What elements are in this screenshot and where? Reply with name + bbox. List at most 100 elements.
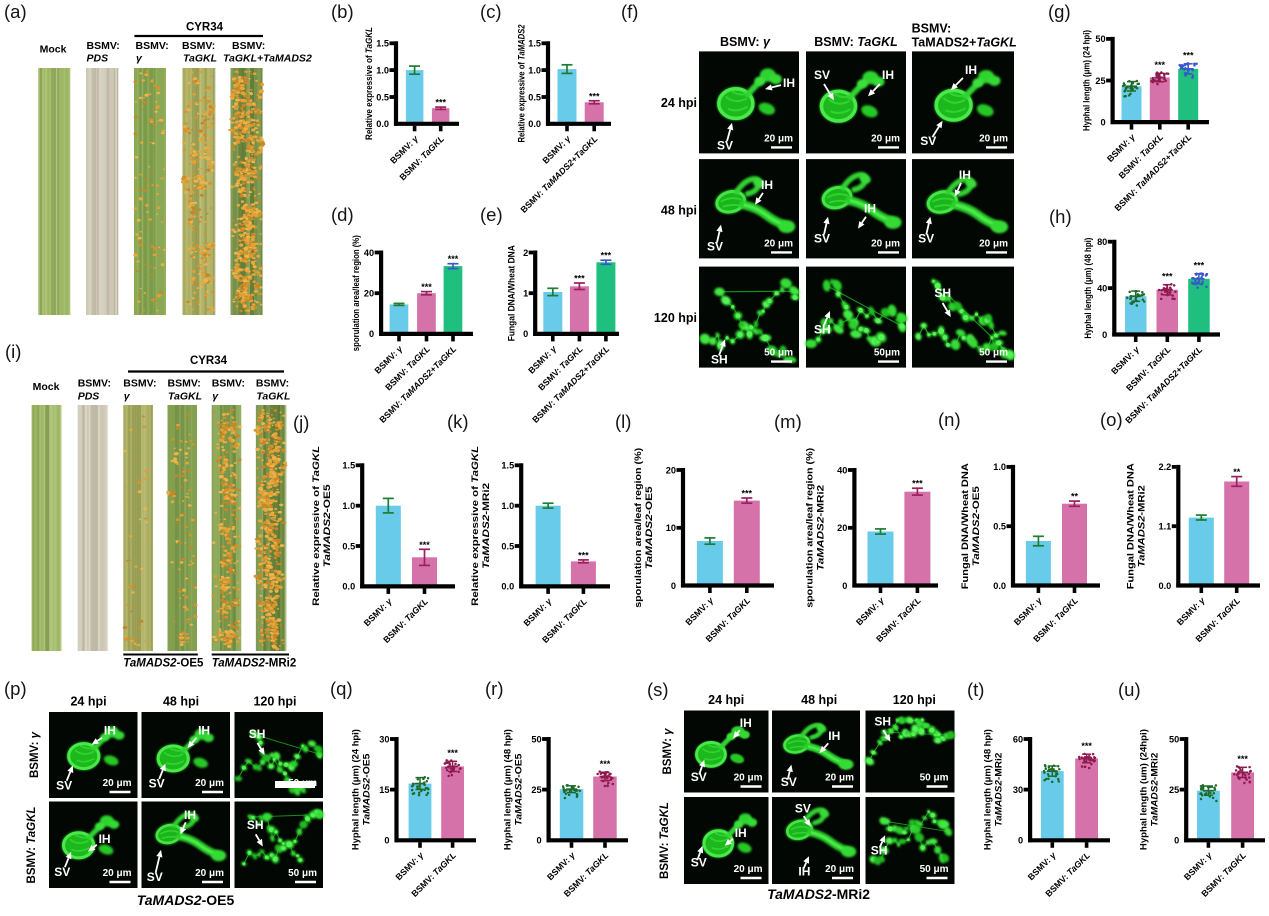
svg-text:(l): (l) bbox=[615, 411, 631, 432]
svg-text:120 hpi: 120 hpi bbox=[893, 693, 936, 707]
svg-text:***: *** bbox=[421, 282, 432, 292]
svg-text:40: 40 bbox=[1097, 283, 1107, 293]
svg-text:50 μm: 50 μm bbox=[288, 778, 317, 789]
svg-text:***: *** bbox=[1237, 754, 1248, 764]
svg-text:0.0: 0.0 bbox=[993, 581, 1006, 591]
svg-text:30: 30 bbox=[1013, 785, 1023, 795]
svg-text:SV: SV bbox=[691, 770, 707, 784]
svg-text:(s): (s) bbox=[647, 679, 669, 700]
svg-text:IH: IH bbox=[184, 808, 196, 822]
svg-text:20 μm: 20 μm bbox=[103, 868, 132, 879]
svg-text:0: 0 bbox=[1018, 836, 1023, 846]
svg-text:(u): (u) bbox=[1118, 679, 1141, 700]
svg-text:0: 0 bbox=[1100, 117, 1105, 127]
svg-text:(g): (g) bbox=[1048, 1, 1071, 22]
svg-text:Hyphal length (um) (24hpi): Hyphal length (um) (24hpi) bbox=[1138, 729, 1149, 850]
svg-text:IH: IH bbox=[99, 832, 111, 846]
svg-text:24 hpi: 24 hpi bbox=[70, 695, 106, 709]
svg-text:0.0: 0.0 bbox=[1159, 581, 1172, 591]
svg-text:sporulation area/leaf region (: sporulation area/leaf region (%) bbox=[632, 448, 643, 608]
svg-text:***: *** bbox=[912, 479, 923, 489]
svg-text:***: *** bbox=[1081, 741, 1092, 751]
svg-text:TaMADS2-OE5: TaMADS2-OE5 bbox=[123, 658, 204, 670]
svg-text:Relative expressive of TaMADS2: Relative expressive of TaMADS2 bbox=[516, 24, 527, 143]
svg-text:1.5: 1.5 bbox=[342, 461, 355, 471]
svg-text:SV: SV bbox=[691, 856, 707, 870]
svg-text:1.0: 1.0 bbox=[376, 65, 389, 75]
svg-text:20 μm: 20 μm bbox=[195, 778, 224, 789]
svg-text:2.2: 2.2 bbox=[1159, 462, 1172, 472]
svg-text:50: 50 bbox=[531, 734, 541, 744]
svg-text:γ: γ bbox=[212, 391, 219, 403]
svg-text:Hyphal length (μm) (24 hpi): Hyphal length (μm) (24 hpi) bbox=[1081, 30, 1092, 131]
svg-text:Hyphal length (μm) (48 hpi): Hyphal length (μm) (48 hpi) bbox=[502, 729, 513, 850]
svg-text:(t): (t) bbox=[967, 679, 984, 700]
svg-text:20: 20 bbox=[364, 289, 374, 299]
svg-text:IH: IH bbox=[828, 729, 840, 743]
svg-text:sporulation area/leaf region (: sporulation area/leaf region (%) bbox=[803, 448, 814, 608]
svg-text:Mock: Mock bbox=[40, 44, 67, 56]
svg-text:SH: SH bbox=[711, 353, 728, 367]
svg-text:(n): (n) bbox=[938, 409, 961, 430]
svg-text:50: 50 bbox=[1095, 34, 1105, 44]
svg-text:SH: SH bbox=[247, 818, 264, 832]
svg-text:***: *** bbox=[1162, 271, 1173, 281]
svg-text:Fungal DNA/Wheat DNA: Fungal DNA/Wheat DNA bbox=[959, 463, 970, 589]
svg-text:CYR34: CYR34 bbox=[186, 22, 224, 34]
svg-text:IH: IH bbox=[735, 826, 747, 840]
svg-text:1.5: 1.5 bbox=[501, 461, 514, 471]
svg-text:40: 40 bbox=[364, 248, 374, 258]
svg-text:TaMADS2-OE5: TaMADS2-OE5 bbox=[137, 892, 235, 908]
svg-text:TaMADS2-MRi2: TaMADS2-MRi2 bbox=[767, 886, 870, 902]
svg-text:TaMADS2-MRi2: TaMADS2-MRi2 bbox=[814, 485, 825, 571]
svg-text:BSMV: TaGKL: BSMV: TaGKL bbox=[26, 807, 38, 884]
svg-text:(c): (c) bbox=[480, 1, 502, 22]
svg-text:20 μm: 20 μm bbox=[979, 238, 1008, 249]
svg-text:TaMADS2-MRi2: TaMADS2-MRi2 bbox=[212, 658, 297, 670]
svg-text:(p): (p) bbox=[4, 678, 27, 699]
svg-text:80: 80 bbox=[1097, 237, 1107, 247]
svg-text:1.5: 1.5 bbox=[376, 39, 389, 49]
svg-text:20 μm: 20 μm bbox=[871, 133, 900, 144]
svg-text:***: *** bbox=[574, 274, 585, 284]
svg-text:50μm: 50μm bbox=[874, 348, 900, 359]
svg-text:BSMV: γ: BSMV: γ bbox=[720, 35, 771, 49]
svg-text:sporulation area/leaf region (: sporulation area/leaf region (%) bbox=[350, 235, 361, 351]
svg-text:50 μm: 50 μm bbox=[764, 348, 793, 359]
svg-text:Hyphal length (μm) (24 hpi): Hyphal length (μm) (24 hpi) bbox=[350, 729, 361, 850]
svg-text:0.5: 0.5 bbox=[528, 92, 541, 102]
svg-text:50 μm: 50 μm bbox=[920, 773, 949, 784]
svg-text:BSMV:: BSMV: bbox=[256, 378, 289, 390]
svg-text:10: 10 bbox=[666, 523, 676, 533]
svg-text:24 hpi: 24 hpi bbox=[708, 693, 744, 707]
svg-text:40: 40 bbox=[837, 465, 847, 475]
svg-text:SV: SV bbox=[814, 232, 830, 246]
svg-text:50: 50 bbox=[1169, 734, 1179, 744]
svg-text:BSMV:: BSMV: bbox=[78, 378, 111, 390]
svg-text:BSMV:: BSMV: bbox=[168, 378, 201, 390]
svg-text:BSMV:: BSMV: bbox=[912, 22, 952, 36]
svg-text:25: 25 bbox=[1169, 785, 1179, 795]
svg-text:IH: IH bbox=[104, 723, 116, 737]
svg-text:***: *** bbox=[578, 550, 589, 560]
svg-text:SH: SH bbox=[814, 322, 831, 336]
svg-text:TaMADS2-OE5: TaMADS2-OE5 bbox=[361, 754, 372, 826]
svg-text:PDS: PDS bbox=[78, 391, 100, 403]
svg-text:γ: γ bbox=[136, 53, 143, 65]
svg-text:BSMV:: BSMV: bbox=[136, 40, 169, 52]
svg-text:Hyphal length (μm) (48 hpi): Hyphal length (μm) (48 hpi) bbox=[1082, 238, 1093, 339]
svg-text:(e): (e) bbox=[480, 204, 503, 225]
svg-text:(r): (r) bbox=[485, 678, 503, 699]
svg-text:0.5: 0.5 bbox=[993, 522, 1006, 532]
svg-text:20 μm: 20 μm bbox=[764, 238, 793, 249]
svg-text:***: *** bbox=[1194, 260, 1205, 270]
svg-text:BSMV:: BSMV: bbox=[232, 40, 265, 52]
svg-text:0.0: 0.0 bbox=[501, 582, 514, 592]
svg-text:BSMV: TaGKL: BSMV: TaGKL bbox=[659, 802, 671, 879]
svg-text:**: ** bbox=[1233, 467, 1241, 477]
svg-text:BSMV:: BSMV: bbox=[212, 378, 245, 390]
svg-text:60: 60 bbox=[1013, 734, 1023, 744]
svg-text:1.0: 1.0 bbox=[342, 501, 355, 511]
svg-text:50 μm: 50 μm bbox=[979, 348, 1008, 359]
svg-text:SV: SV bbox=[717, 138, 733, 152]
